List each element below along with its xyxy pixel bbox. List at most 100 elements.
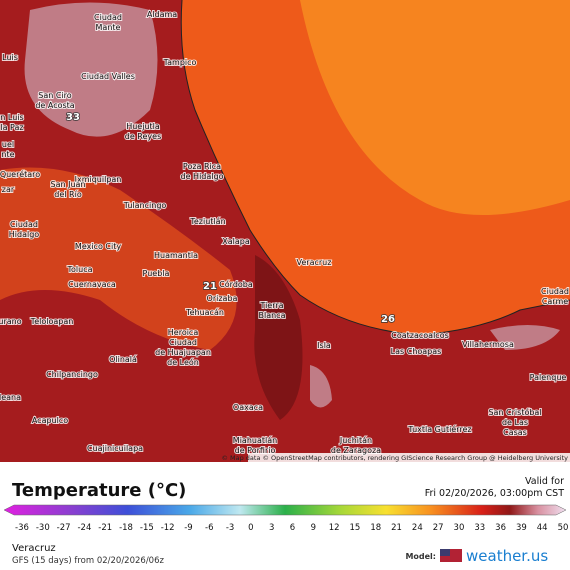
brand[interactable]: weather.us xyxy=(466,547,548,565)
colorbar-tick-label: -6 xyxy=(205,523,213,533)
map: © Map data © OpenStreetMap contributors,… xyxy=(0,0,570,462)
place-label: Cuernavaca xyxy=(68,280,116,289)
place-label: Mante xyxy=(96,23,121,32)
colorbar-tick-label: 39 xyxy=(516,523,527,533)
place-label: Isla xyxy=(317,341,331,350)
place-label: de Las xyxy=(502,418,528,427)
place-label: Teziutlán xyxy=(189,217,225,226)
place-label: uel xyxy=(2,140,14,149)
warm-zone xyxy=(0,167,237,350)
colorbar-tick-label: -27 xyxy=(57,523,71,533)
place-label: del Río xyxy=(54,190,82,199)
colorbar-ticks: -36 -30 -27 -24 -21 -18 -15 -12 -9 -6 -3 0 3 6 9 12 15 18… xyxy=(15,523,568,533)
model-run: GFS (15 days) from 02/20/2026/06z xyxy=(12,556,164,566)
colorbar-tick-label: 18 xyxy=(370,523,381,533)
place-label: Heroica xyxy=(168,328,199,337)
valid-time: Fri 02/20/2026, 03:00pm CST xyxy=(425,488,564,499)
place-label: Huamantla xyxy=(154,251,198,260)
colorbar-tick-label: -12 xyxy=(161,523,175,533)
colorbar-tick-label: 36 xyxy=(495,523,506,533)
place-label: Palenque xyxy=(530,373,567,382)
place-label: Casas xyxy=(503,428,527,437)
colorbar-tick-label: 15 xyxy=(350,523,361,533)
colorbar-tick-label: 3 xyxy=(269,523,274,533)
footer: Veracruz GFS (15 days) from 02/20/2026/0… xyxy=(12,543,548,566)
place-label: Tierra xyxy=(259,301,283,310)
colorbar-tick-label: -36 xyxy=(15,523,29,533)
place-label: Cuajinicuilapa xyxy=(87,444,143,453)
colorbar-tick-label: 6 xyxy=(290,523,295,533)
place-label: Ciudad xyxy=(541,287,569,296)
place-label: de Reyes xyxy=(125,132,162,141)
place-label: leana xyxy=(0,393,21,402)
coastline xyxy=(180,0,570,336)
place-label: Tampico xyxy=(163,58,197,67)
place-label: Teloloapan xyxy=(30,317,74,326)
attribution-bg xyxy=(248,453,570,462)
place-label: Villahermosa xyxy=(462,340,514,349)
place-label: San Juan xyxy=(51,180,86,189)
place-label: Córdoba xyxy=(219,279,253,289)
place-label: n Luis xyxy=(0,113,23,122)
place-label: Olinalá xyxy=(109,355,137,364)
place-label: Coatzacoalcos xyxy=(391,331,449,340)
place-label: San Cristóbal xyxy=(488,407,541,417)
model-label: Model: xyxy=(405,552,436,561)
colorbar-tick-label: -3 xyxy=(226,523,234,533)
location: Veracruz xyxy=(12,543,56,554)
place-labels: Aldama Ciudad Mante Luis Ciudad Valles Tampic… xyxy=(0,9,570,456)
colorbar-tick-label: -18 xyxy=(119,523,133,533)
contour-label: 21 xyxy=(203,281,217,292)
place-label: Xalapa xyxy=(222,237,250,246)
place-label: Tehuacán xyxy=(185,308,224,317)
place-label: Querétaro xyxy=(0,169,40,179)
warm-sea xyxy=(300,0,570,215)
colorbar-tick-label: -30 xyxy=(36,523,50,533)
place-label: de Acosta xyxy=(35,101,74,110)
place-label: Huejutla xyxy=(126,122,160,131)
place-label: Tuxtla Gutiérrez xyxy=(407,424,471,434)
colorbar-tick-label: 12 xyxy=(329,523,340,533)
place-label: Carme xyxy=(542,297,568,306)
colorbar-tick-label: 30 xyxy=(454,523,465,533)
attribution: © Map data © OpenStreetMap contributors,… xyxy=(221,454,568,462)
place-label: Poza Rica xyxy=(183,162,221,171)
place-label: Aldama xyxy=(147,10,177,19)
colorbar-tick-label: -24 xyxy=(77,523,91,533)
legend: Temperature (°C) Valid for Fri 02/20/202… xyxy=(3,476,568,533)
place-label: Acapulco xyxy=(32,416,68,425)
colorbar-tick-label: 44 xyxy=(537,523,548,533)
place-label: Ixmiquilpan xyxy=(75,175,122,184)
place-label: de Huajuapan xyxy=(155,348,211,357)
place-label: la Paz xyxy=(0,123,23,132)
place-label: urano xyxy=(0,317,22,326)
place-label: Toluca xyxy=(66,265,92,274)
place-label: Las Choapas xyxy=(391,347,442,356)
colorbar-tick-label: 9 xyxy=(311,523,316,533)
place-label: Chilpancingo xyxy=(46,370,98,379)
hot-zone xyxy=(24,2,158,137)
colorbar-tick-label: 50 xyxy=(558,523,569,533)
place-label: Ciudad Valles xyxy=(81,72,135,81)
place-label: Blanca xyxy=(259,311,286,320)
valid-label: Valid for xyxy=(525,476,564,487)
hot-zone xyxy=(490,325,560,350)
hot-zone xyxy=(310,365,332,408)
place-label: Miahuatlán xyxy=(233,436,277,445)
place-label: Luis xyxy=(2,53,18,62)
flag-canton xyxy=(440,549,450,556)
contour-label: 26 xyxy=(381,314,395,325)
colorbar-tick-label: -21 xyxy=(98,523,112,533)
colorbar-tick-label: 27 xyxy=(433,523,444,533)
place-label: de Porfirio xyxy=(235,446,276,455)
colorbar-tick-label: 24 xyxy=(412,523,423,533)
place-label: nte xyxy=(1,150,14,159)
hot-zone xyxy=(254,255,303,420)
place-label: de Zaragoza xyxy=(331,446,381,455)
colorbar xyxy=(3,504,567,516)
place-label: Puebla xyxy=(143,269,170,278)
legend-title: Temperature (°C) xyxy=(12,480,186,501)
colorbar-tick-label: -15 xyxy=(140,523,154,533)
place-label: Tulancingo xyxy=(123,201,167,210)
place-label: Orizaba xyxy=(207,294,238,303)
